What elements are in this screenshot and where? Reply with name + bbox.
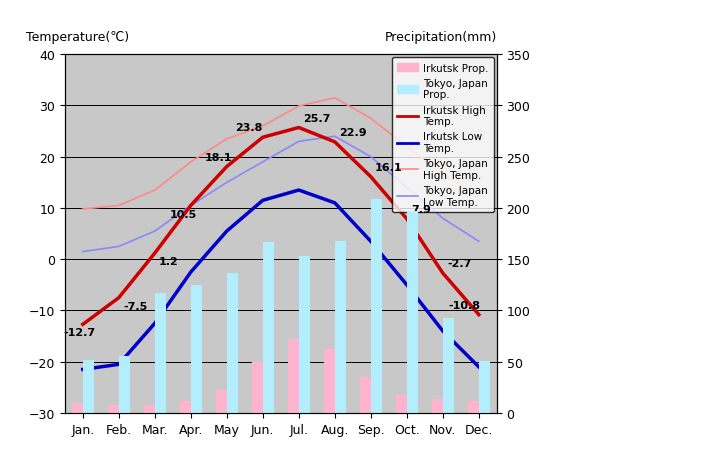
Bar [371, 199, 382, 413]
Text: 22.9: 22.9 [339, 128, 366, 138]
Bar [191, 285, 202, 413]
Bar [216, 391, 227, 413]
Bar [443, 318, 454, 413]
Bar [288, 340, 299, 413]
Text: -2.7: -2.7 [447, 258, 472, 269]
Bar [468, 401, 479, 413]
Bar [155, 293, 166, 413]
Text: -12.7: -12.7 [63, 328, 96, 338]
Bar [407, 212, 418, 413]
Bar [299, 257, 310, 413]
Bar [227, 273, 238, 413]
Text: Temperature(℃): Temperature(℃) [26, 31, 129, 45]
Bar [479, 361, 490, 413]
Text: 23.8: 23.8 [235, 123, 262, 133]
Text: 7.9: 7.9 [411, 204, 431, 214]
Legend: Irkutsk Prop., Tokyo, Japan
Prop., Irkutsk High
Temp., Irkutsk Low
Temp., Tokyo,: Irkutsk Prop., Tokyo, Japan Prop., Irkut… [392, 58, 494, 213]
Text: -10.8: -10.8 [449, 300, 480, 310]
Bar [144, 405, 155, 413]
Bar [83, 360, 94, 413]
Text: 1.2: 1.2 [159, 257, 179, 267]
Text: 25.7: 25.7 [303, 113, 330, 123]
Bar [335, 241, 346, 413]
Bar [72, 403, 83, 413]
Bar [360, 377, 371, 413]
Text: Precipitation(mm): Precipitation(mm) [384, 31, 497, 45]
Bar [396, 395, 407, 413]
Bar [180, 401, 191, 413]
Text: 16.1: 16.1 [375, 162, 402, 173]
Bar [432, 399, 443, 413]
Bar [252, 362, 263, 413]
Bar [263, 242, 274, 413]
Bar [324, 350, 335, 413]
Text: 18.1: 18.1 [204, 152, 232, 162]
Bar [119, 356, 130, 413]
Text: 10.5: 10.5 [170, 209, 197, 219]
Text: -7.5: -7.5 [123, 301, 147, 311]
Bar [108, 405, 119, 413]
